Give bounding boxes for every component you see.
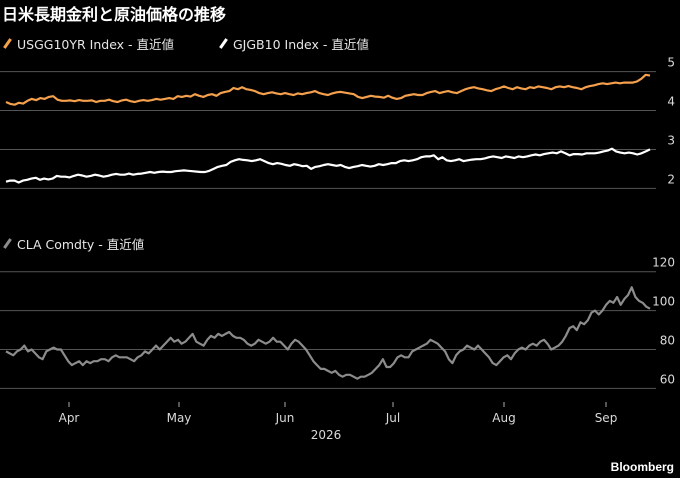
crude-ytick-label-120: 120 bbox=[652, 256, 675, 270]
chart-title: 日米長期金利と原油価格の推移 bbox=[2, 5, 227, 24]
legend-label-us10y: USGG10YR Index - 直近値 bbox=[17, 37, 175, 52]
x-tick-label-may: May bbox=[167, 411, 192, 425]
x-tick-label-jun: Jun bbox=[275, 411, 295, 425]
rates-ytick-label-2: 2 bbox=[667, 172, 675, 186]
rates-ytick-label-5: 5 bbox=[667, 56, 675, 70]
crude-ytick-label-60: 60 bbox=[660, 372, 675, 386]
x-tick-label-apr: Apr bbox=[59, 411, 80, 425]
rates-ytick-label-4: 4 bbox=[667, 95, 675, 109]
legend-label-crude: CLA Comdty - 直近値 bbox=[17, 237, 145, 252]
rates-series-line-0 bbox=[5, 73, 651, 106]
rates-series-line-1 bbox=[5, 147, 651, 184]
legend-item-us10y: USGG10YR Index - 直近値 bbox=[2, 34, 174, 53]
x-tick-label-jul: Jul bbox=[385, 411, 400, 425]
crude-ytick-label-80: 80 bbox=[660, 334, 675, 348]
legend-item-crude: CLA Comdty - 直近値 bbox=[2, 234, 144, 253]
legend-item-jgb10y: GJGB10 Index - 直近値 bbox=[218, 34, 369, 53]
legend-label-jgb10y: GJGB10 Index - 直近値 bbox=[233, 37, 369, 52]
crude-ytick-label-100: 100 bbox=[652, 295, 675, 309]
bloomberg-logo: Bloomberg bbox=[610, 460, 674, 474]
x-year-label: 2026 bbox=[311, 428, 342, 442]
x-tick-label-aug: Aug bbox=[492, 411, 515, 425]
crude-series-line-0 bbox=[5, 286, 651, 380]
rates-ytick-label-3: 3 bbox=[667, 133, 675, 147]
x-tick-label-sep: Sep bbox=[595, 411, 618, 425]
